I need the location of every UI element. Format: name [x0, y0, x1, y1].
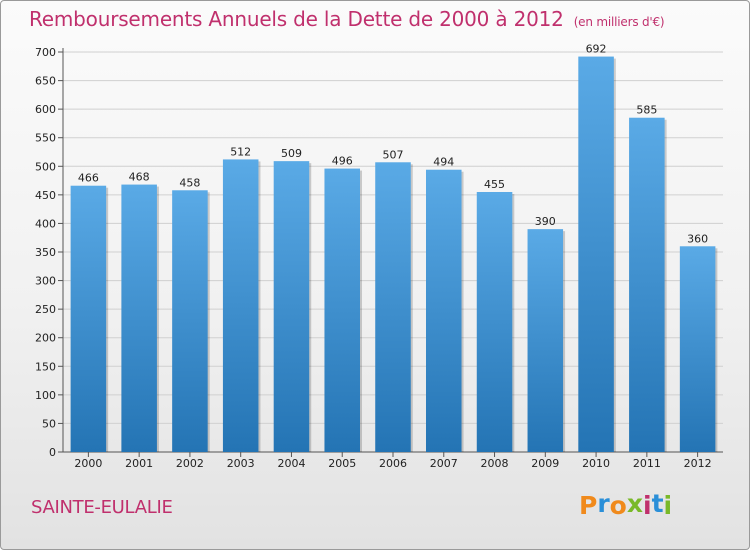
x-tick-label: 2012 [684, 457, 712, 470]
bar-value-label: 466 [78, 172, 99, 185]
bar [273, 161, 310, 452]
logo-letter: r [597, 489, 610, 518]
bar-value-label: 496 [332, 155, 353, 168]
bar-value-label: 507 [383, 148, 404, 161]
y-tick-label: 600 [35, 103, 56, 116]
bar [527, 229, 564, 452]
x-tick-label: 2011 [633, 457, 661, 470]
bar-value-label: 692 [586, 43, 607, 56]
bar-value-label: 585 [636, 104, 657, 117]
y-tick-label: 350 [35, 246, 56, 259]
y-tick-label: 200 [35, 332, 56, 345]
y-tick-label: 0 [49, 446, 56, 459]
chart-subtitle: (en milliers d'€) [573, 15, 665, 29]
y-tick-label: 700 [35, 46, 56, 59]
x-tick-label: 2002 [176, 457, 204, 470]
x-tick-label: 2000 [74, 457, 102, 470]
y-tick-label: 100 [35, 389, 56, 402]
bar-value-label: 360 [687, 232, 708, 245]
x-tick-label: 2001 [125, 457, 153, 470]
x-tick-label: 2004 [277, 457, 305, 470]
x-tick-label: 2005 [328, 457, 356, 470]
y-tick-label: 150 [35, 360, 56, 373]
y-tick-label: 450 [35, 189, 56, 202]
bar [679, 246, 716, 452]
bar [426, 169, 462, 452]
bar [476, 192, 513, 452]
logo-letter: P [579, 491, 598, 520]
bar-value-label: 468 [129, 171, 150, 184]
bar-value-label: 509 [281, 147, 302, 160]
x-tick-label: 2009 [531, 457, 559, 470]
logo-letter: x [626, 489, 643, 518]
chart-title-text: Remboursements Annuels de la Dette de 20… [29, 7, 564, 31]
bar [375, 162, 411, 453]
bar [324, 168, 360, 453]
commune-name: SAINTE-EULALIE [31, 497, 173, 518]
bar [70, 185, 107, 452]
x-tick-label: 2010 [582, 457, 610, 470]
bar [172, 190, 208, 453]
bar [222, 159, 259, 452]
x-tick-label: 2003 [227, 457, 255, 470]
y-tick-label: 50 [42, 417, 56, 430]
bar-value-label: 455 [484, 178, 505, 191]
y-tick-label: 500 [35, 160, 56, 173]
x-tick-label: 2008 [481, 457, 509, 470]
bar-value-label: 512 [230, 145, 251, 158]
value-labels: 466 468 458 512 509 496 507 494 455 390 692 585 360 [78, 43, 708, 246]
y-tick-label: 550 [35, 132, 56, 145]
y-tick-label: 250 [35, 303, 56, 316]
bar-value-label: 390 [535, 215, 556, 228]
x-tick-label: 2007 [430, 457, 458, 470]
bar [629, 117, 665, 452]
x-tick-label: 2006 [379, 457, 407, 470]
logo-letter: i [643, 491, 652, 520]
logo-letter: i [663, 491, 673, 520]
logo-letter: t [651, 489, 664, 518]
y-tick-label: 300 [35, 275, 56, 288]
chart-title: Remboursements Annuels de la Dette de 20… [29, 7, 665, 31]
proxiti-logo: Proxiti [579, 489, 673, 520]
logo-letter: o [609, 491, 627, 520]
bars [70, 56, 718, 453]
bar [578, 56, 614, 452]
y-tick-label: 650 [35, 75, 56, 88]
bar [121, 184, 157, 453]
bar-value-label: 494 [433, 156, 454, 169]
y-tick-label: 400 [35, 217, 56, 230]
bar-value-label: 458 [179, 176, 200, 189]
